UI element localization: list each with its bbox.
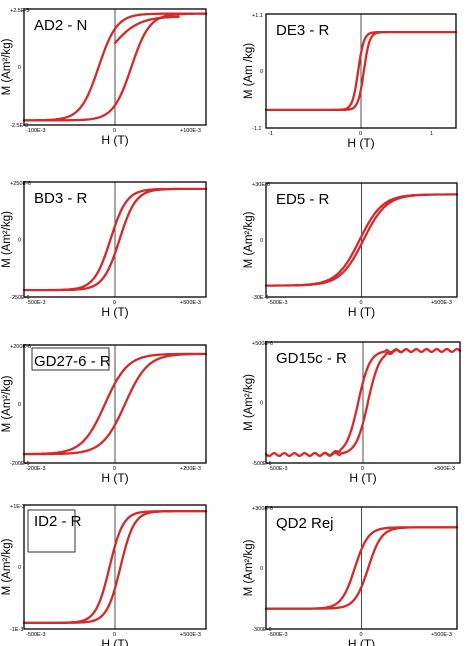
sample-label-box <box>27 509 76 553</box>
y-tick-label-zero: 0 <box>18 402 21 408</box>
y-tick-label-bottom: -300E-6 <box>252 627 272 633</box>
x-tick-label-left: -500E-3 <box>268 632 288 638</box>
y-tick-label-top: +2.5E-3 <box>10 8 29 14</box>
x-tick-label-zero: 0 <box>113 632 116 638</box>
sample-label: ED5 - R <box>276 191 330 208</box>
panel-7: +1E-3 0 -1E-3-500E-3 0 +500E-3 H (T) M (Am²/kg… <box>1 504 208 646</box>
sample-label: GD27-6 - R <box>34 353 111 370</box>
y-tick-label-zero: 0 <box>260 401 263 407</box>
y-tick-label-bottom: -1E-3 <box>10 627 23 633</box>
y-tick-label-top: +1E-3 <box>10 504 25 510</box>
x-tick-label-right: +500E-3 <box>434 466 455 472</box>
y-tick-label-top: +1.1 <box>252 13 263 19</box>
sample-label: DE3 - R <box>276 22 330 39</box>
y-tick-label-bottom: -250E-6 <box>10 295 30 301</box>
y-axis-label: M (Am²/kg) <box>243 211 255 268</box>
y-tick-label-top: +300E-6 <box>252 506 273 512</box>
plot-frame <box>23 344 207 464</box>
x-tick-label-right: +500E-3 <box>431 300 452 306</box>
y-tick-label-zero: 0 <box>260 238 263 244</box>
y-axis-label: M (Am²/kg) <box>1 375 13 432</box>
x-tick-label-zero: 0 <box>360 632 363 638</box>
x-axis-label: H (T) <box>348 637 375 646</box>
panel-2: +1.1 0 -1.1 -1 0 1 H (T) M (Am /kg) DE3 - R <box>243 13 458 150</box>
panel-4: +30E-6 0 -30E-6-500E-3 0 +500E-3 H (T) M (Am²/… <box>243 182 459 319</box>
x-tick-label-left: -500E-3 <box>26 632 46 638</box>
sample-label: ID2 - R <box>34 513 82 530</box>
x-tick-label-zero: 0 <box>113 128 116 134</box>
y-tick-label-top: +200E-6 <box>10 344 31 350</box>
initial-magnetization-branch <box>113 15 180 45</box>
y-axis-label: M (Am²/kg) <box>1 211 13 268</box>
x-tick-label-left: -100E-3 <box>26 128 46 134</box>
sample-label: BD3 - R <box>34 190 88 207</box>
sample-label: QD2 Rej <box>276 515 334 532</box>
x-axis-label: H (T) <box>101 471 128 485</box>
x-tick-label-left: -500E-3 <box>268 466 288 472</box>
y-tick-label-zero: 0 <box>18 238 21 244</box>
x-tick-label-left: -500E-3 <box>268 300 288 306</box>
x-tick-label-zero: 0 <box>113 466 116 472</box>
y-tick-label-bottom: -200E-6 <box>10 461 30 467</box>
plot-frame <box>265 182 458 298</box>
x-tick-label-zero: 0 <box>361 466 364 472</box>
x-axis-label: H (T) <box>348 305 375 319</box>
x-tick-label-left: -1 <box>268 131 273 137</box>
y-tick-label-bottom: -30E-6 <box>252 295 269 301</box>
plot-frame <box>265 13 457 129</box>
y-axis-label: M (Am²/kg) <box>1 538 13 595</box>
y-tick-label-top: +500E-6 <box>252 341 273 347</box>
y-tick-label-top: +30E-6 <box>252 182 270 188</box>
y-tick-label-bottom: -500E-6 <box>252 461 272 467</box>
y-tick-label-zero: 0 <box>18 565 21 571</box>
x-tick-label-zero: 0 <box>360 300 363 306</box>
panel-5: +200E-6 0 -200E-6-200E-3 0 +200E-3 H (T) M (Am… <box>1 344 208 485</box>
panel-8: +300E-6 0 -300E-6-500E-3 0 +500E-3 H (T) M (Am… <box>243 506 459 646</box>
y-tick-label-bottom: -2.5E-3 <box>10 123 28 129</box>
x-tick-label-right: +500E-3 <box>180 300 201 306</box>
y-axis-label: M (Am²/kg) <box>243 374 255 431</box>
y-axis-label: M (Am²/kg) <box>1 38 13 95</box>
y-tick-label-zero: 0 <box>260 566 263 572</box>
sample-label: AD2 - N <box>34 17 87 34</box>
x-axis-label: H (T) <box>347 136 374 150</box>
x-tick-label-left: -200E-3 <box>26 466 46 472</box>
panel-1: +2.5E-3 0 -2.5E-3-100E-3 0 +100E-3 H (T) M (Am… <box>1 8 208 147</box>
x-tick-label-right: +200E-3 <box>180 466 201 472</box>
x-axis-label: H (T) <box>101 305 128 319</box>
x-tick-label-right: +100E-3 <box>180 128 201 134</box>
plot-frame <box>23 8 207 126</box>
x-axis-label: H (T) <box>349 471 376 485</box>
y-tick-label-top: +250E-6 <box>10 181 31 187</box>
y-axis-label: M (Am /kg) <box>243 43 255 99</box>
y-axis-label: M (Am²/kg) <box>243 539 255 596</box>
x-tick-label-right: +500E-3 <box>431 632 452 638</box>
x-tick-label-zero: 0 <box>113 300 116 306</box>
plot-frame <box>23 504 207 630</box>
sample-label: GD15c - R <box>276 350 347 367</box>
x-tick-label-zero: 0 <box>359 131 362 137</box>
x-tick-label-right: 1 <box>430 131 433 137</box>
y-tick-label-zero: 0 <box>18 65 21 71</box>
plot-frame <box>265 341 461 464</box>
plot-frame <box>23 181 207 298</box>
sample-label-box <box>31 347 110 371</box>
plot-frame <box>265 506 458 630</box>
x-tick-label-left: -500E-3 <box>26 300 46 306</box>
x-tick-label-right: +500E-3 <box>180 632 201 638</box>
panel-3: +250E-6 0 -250E-6-500E-3 0 +500E-3 H (T) M (Am… <box>1 181 208 319</box>
x-axis-label: H (T) <box>101 637 128 646</box>
y-tick-label-zero: 0 <box>260 69 263 75</box>
x-axis-label: H (T) <box>101 133 128 147</box>
panel-6: +500E-6 0 -500E-6-500E-3 0 +500E-3 H (T) M (Am… <box>243 341 462 485</box>
y-tick-label-bottom: -1.1 <box>252 126 261 132</box>
